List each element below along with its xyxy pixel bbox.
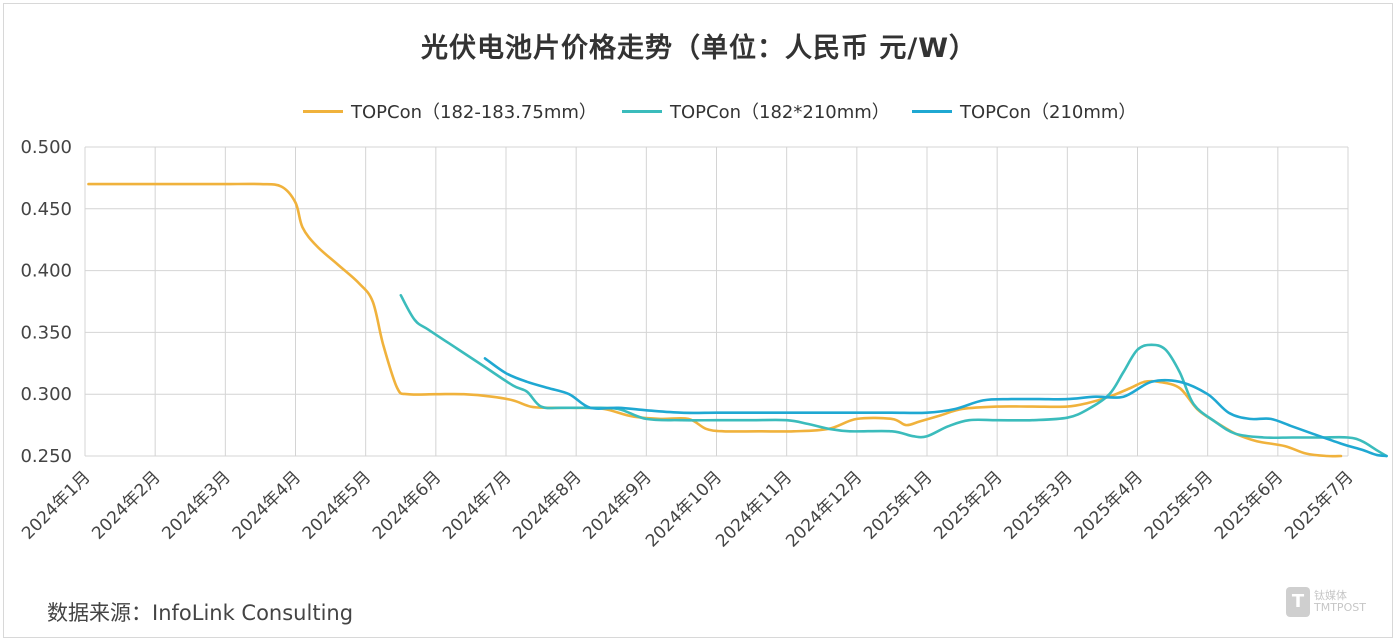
chart-legend: TOPCon（182-183.75mm） TOPCon（182*210mm） T… <box>0 98 1398 124</box>
x-tick-label: 2024年12月 <box>782 467 866 551</box>
legend-item-series-2[interactable]: TOPCon（182*210mm） <box>622 98 890 124</box>
x-tick-label: 2025年6月 <box>1211 467 1287 543</box>
x-tick-label: 2025年4月 <box>1071 467 1147 543</box>
watermark-subtext: TMTPOST <box>1314 601 1366 614</box>
x-tick-label: 2024年7月 <box>439 467 515 543</box>
legend-item-series-1[interactable]: TOPCon（182-183.75mm） <box>303 98 597 124</box>
x-tick-label: 2024年5月 <box>299 467 375 543</box>
legend-label-series-2: TOPCon（182*210mm） <box>670 102 890 123</box>
x-tick-label: 2024年1月 <box>18 467 94 543</box>
series-line-3 <box>483 357 1388 458</box>
tmtpost-watermark: T 钛媒体 TMTPOST <box>1286 587 1366 617</box>
x-tick-label: 2024年4月 <box>229 467 305 543</box>
x-tick-label: 2024年6月 <box>369 467 445 543</box>
tmtpost-logo-icon: T <box>1286 587 1310 617</box>
x-tick-label: 2024年2月 <box>88 467 164 543</box>
watermark-text: 钛媒体 <box>1314 589 1347 602</box>
y-axis-ticks: 0.500 0.450 0.400 0.350 0.300 0.250 <box>20 137 72 467</box>
y-tick-label: 0.250 <box>20 446 72 467</box>
legend-swatch-series-3 <box>912 109 952 113</box>
y-tick-label: 0.300 <box>20 384 72 405</box>
series-line-2 <box>399 294 1388 458</box>
x-tick-label: 2024年8月 <box>509 467 585 543</box>
y-tick-label: 0.500 <box>20 137 72 158</box>
x-tick-label: 2024年3月 <box>158 467 234 543</box>
legend-swatch-series-2 <box>622 109 662 113</box>
legend-label-series-1: TOPCon（182-183.75mm） <box>351 102 597 123</box>
x-tick-label: 2024年9月 <box>579 467 655 543</box>
x-tick-label: 2025年7月 <box>1281 467 1357 543</box>
chart-frame <box>3 3 1393 638</box>
x-tick-label: 2025年2月 <box>930 467 1006 543</box>
y-tick-label: 0.350 <box>20 322 72 343</box>
legend-item-series-3[interactable]: TOPCon（210mm） <box>912 98 1136 124</box>
data-source-note: 数据来源：InfoLink Consulting <box>47 601 354 625</box>
series-lines <box>87 182 1388 458</box>
x-axis-ticks: 2024年1月2024年2月2024年3月2024年4月2024年5月2024年… <box>18 467 1357 551</box>
x-tick-label: 2025年1月 <box>860 467 936 543</box>
y-tick-label: 0.450 <box>20 199 72 220</box>
y-tick-label: 0.400 <box>20 261 72 282</box>
chart-title: 光伏电池片价格走势（单位：人民币 元/W） <box>420 33 978 64</box>
grid-lines <box>84 146 1349 457</box>
legend-label-series-3: TOPCon（210mm） <box>960 102 1137 123</box>
x-tick-label: 2025年3月 <box>1000 467 1076 543</box>
legend-swatch-series-1 <box>303 109 343 113</box>
x-tick-label: 2025年5月 <box>1141 467 1217 543</box>
series-line-1 <box>87 182 1343 458</box>
